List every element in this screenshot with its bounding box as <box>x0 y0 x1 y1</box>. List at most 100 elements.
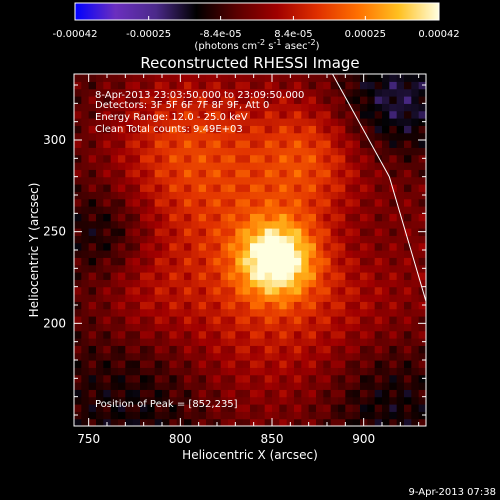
heatmap-cell <box>264 389 273 398</box>
heatmap-cell <box>250 191 258 200</box>
heatmap-cell <box>176 228 185 236</box>
heatmap-cell <box>235 228 244 236</box>
heatmap-cell <box>235 286 244 295</box>
heatmap-cell <box>184 176 192 185</box>
heatmap-cell <box>118 132 126 141</box>
heatmap-cell <box>316 272 324 280</box>
heatmap-cell <box>404 301 412 310</box>
heatmap-cell <box>213 154 222 163</box>
heatmap-cell <box>132 323 141 332</box>
heatmap-cell <box>96 220 104 229</box>
heatmap-cell <box>228 162 236 170</box>
heatmap-cell <box>132 382 141 390</box>
heatmap-cell <box>316 352 324 361</box>
heatmap-cell <box>330 279 339 288</box>
heatmap-cell <box>360 191 368 200</box>
heatmap-cell <box>352 213 361 222</box>
heatmap-cell <box>184 360 192 368</box>
heatmap-cell <box>103 352 112 361</box>
heatmap-cell <box>110 418 119 426</box>
heatmap-cell <box>330 110 339 119</box>
heatmap-cell <box>118 418 126 426</box>
heatmap-cell <box>264 272 273 280</box>
heatmap-cell <box>228 74 236 82</box>
heatmap-cell <box>220 294 229 302</box>
heatmap-cell <box>88 74 97 82</box>
heatmap-cell <box>301 316 310 324</box>
heatmap-cell <box>286 213 295 222</box>
heatmap-cell <box>96 264 104 273</box>
heatmap-cell <box>125 418 134 426</box>
heatmap-cell <box>154 191 163 200</box>
heatmap-cell <box>154 338 163 346</box>
heatmap-cell <box>352 74 361 82</box>
heatmap-cell <box>176 242 185 251</box>
heatmap-cell <box>382 81 390 90</box>
heatmap-cell <box>411 132 420 141</box>
heatmap-cell <box>176 198 185 207</box>
heatmap-cell <box>382 235 390 244</box>
heatmap-cell <box>206 110 214 119</box>
heatmap-cell <box>301 294 310 302</box>
heatmap-cell <box>184 264 192 273</box>
heatmap-cell <box>88 96 97 104</box>
heatmap-cell <box>88 176 97 185</box>
heatmap-cell <box>88 418 97 426</box>
heatmap-cell <box>198 360 207 368</box>
heatmap-cell <box>191 418 200 426</box>
heatmap-cell <box>389 132 398 141</box>
heatmap-cell <box>242 118 251 126</box>
heatmap-cell <box>191 272 200 280</box>
heatmap-cell <box>352 389 361 398</box>
heatmap-cell <box>367 184 376 192</box>
heatmap-cell <box>140 213 148 222</box>
heatmap-cell <box>294 360 302 368</box>
heatmap-cell <box>110 220 119 229</box>
heatmap-cell <box>382 411 390 420</box>
heatmap-cell <box>213 338 222 346</box>
heatmap-cell <box>418 198 426 207</box>
heatmap-cell <box>235 418 244 426</box>
heatmap-cell <box>81 257 90 266</box>
heatmap-cell <box>279 360 288 368</box>
heatmap-cell <box>404 220 412 229</box>
heatmap-cell <box>389 88 398 97</box>
heatmap-cell <box>257 294 266 302</box>
heatmap-cell <box>352 81 361 90</box>
heatmap-cell <box>228 396 236 405</box>
heatmap-cell <box>396 360 405 368</box>
heatmap-cell <box>294 294 302 302</box>
heatmap-cell <box>264 198 273 207</box>
heatmap-cell <box>184 367 192 376</box>
heatmap-cell <box>191 257 200 266</box>
heatmap-cell <box>404 191 412 200</box>
heatmap-cell <box>396 250 405 258</box>
heatmap-cell <box>418 96 426 104</box>
heatmap-cell <box>308 404 317 412</box>
heatmap-cell <box>352 294 361 302</box>
heatmap-cell <box>118 213 126 222</box>
heatmap-cell <box>382 330 390 339</box>
heatmap-cell <box>367 418 376 426</box>
heatmap-cell <box>367 176 376 185</box>
heatmap-cell <box>389 103 398 112</box>
heatmap-cell <box>154 396 163 405</box>
heatmap-cell <box>338 323 346 332</box>
heatmap-cell <box>264 323 273 332</box>
heatmap-cell <box>345 184 354 192</box>
heatmap-cell <box>279 88 288 97</box>
heatmap-cell <box>242 411 251 420</box>
heatmap-cell <box>367 301 376 310</box>
heatmap-cell <box>308 132 317 141</box>
heatmap-cell <box>360 294 368 302</box>
heatmap-cell <box>345 250 354 258</box>
heatmap-cell <box>147 220 156 229</box>
heatmap-cell <box>374 169 383 178</box>
heatmap-cell <box>125 191 134 200</box>
heatmap-cell <box>191 367 200 376</box>
heatmap-cell <box>213 404 222 412</box>
heatmap-cell <box>235 264 244 273</box>
heatmap-cell <box>132 360 141 368</box>
heatmap-cell <box>294 74 302 82</box>
heatmap-cell <box>110 235 119 244</box>
